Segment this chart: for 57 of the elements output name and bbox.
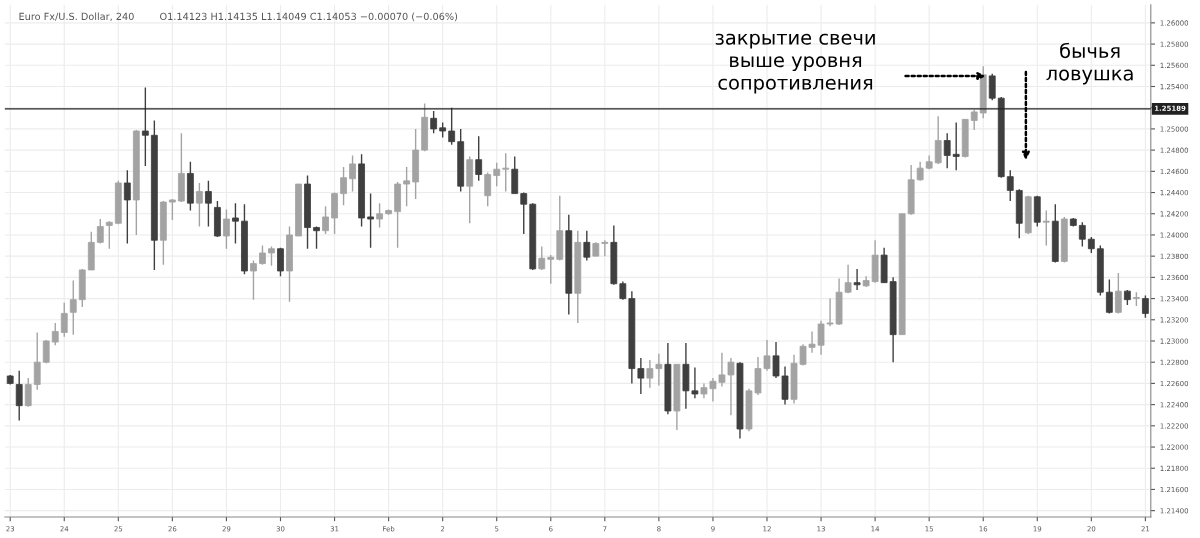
annotation: закрытие свечи выше уровня сопротивления: [715, 33, 875, 94]
candlestick: [105, 220, 113, 250]
candlestick: [196, 182, 203, 228]
candlestick: [547, 254, 555, 285]
candlestick: [952, 121, 960, 171]
text: O1.14123 H1.14135 L1.14049 C1.14053 −0.00070 (−0.06%): [160, 12, 458, 22]
candlestick: [96, 218, 104, 245]
candlestick: [853, 268, 861, 291]
candlestick: [583, 230, 591, 262]
candlestick: [268, 245, 275, 267]
candlestick: [51, 322, 59, 346]
candlestick: [403, 166, 411, 208]
candlestick: [277, 246, 284, 278]
candlestick: [934, 115, 942, 165]
candlestick: [1105, 278, 1113, 315]
candlestick: [538, 245, 546, 271]
candlestick: [475, 135, 483, 182]
candlestick: [1042, 209, 1050, 247]
candlestick: [24, 377, 32, 408]
candlestick: [646, 359, 654, 389]
candlestick: [141, 86, 149, 167]
annotation: бычья ловушка: [1046, 42, 1133, 85]
candlestick: [484, 171, 492, 208]
candlestick: [1114, 272, 1122, 315]
candlestick: [250, 259, 257, 301]
candlestick: [448, 107, 456, 146]
candlestick: [1142, 294, 1149, 319]
candlestick: [655, 353, 663, 387]
candlestick: [988, 73, 996, 101]
candlestick: [367, 192, 374, 249]
candlestick: [60, 302, 68, 338]
candlestick: [376, 202, 383, 229]
candlestick: [1078, 221, 1086, 248]
candlestick: [69, 279, 77, 336]
candlestick: [970, 109, 978, 131]
candlestick: [313, 225, 320, 250]
candlestick: [637, 357, 645, 395]
candlestick: [943, 132, 951, 169]
candlestick: [232, 202, 239, 245]
candlestick: [33, 331, 41, 391]
candlestick: [601, 239, 609, 257]
candlestick: [223, 208, 230, 250]
candlestick: [259, 244, 266, 266]
candlestick: [123, 169, 131, 245]
candlestick: [430, 110, 438, 134]
candlestick: [619, 280, 627, 301]
candlestick: [340, 166, 347, 206]
text: Euro Fx/U.S. Dollar, 240: [19, 12, 134, 22]
candlestick: [205, 180, 212, 228]
candlestick: [502, 152, 510, 193]
candlestick: [322, 205, 329, 235]
candlestick: [520, 191, 528, 235]
candlestick: [15, 369, 23, 422]
candlestick: [349, 154, 356, 193]
candlestick: [916, 161, 924, 182]
candlestick: [1006, 169, 1014, 202]
candlestick: [493, 162, 501, 187]
